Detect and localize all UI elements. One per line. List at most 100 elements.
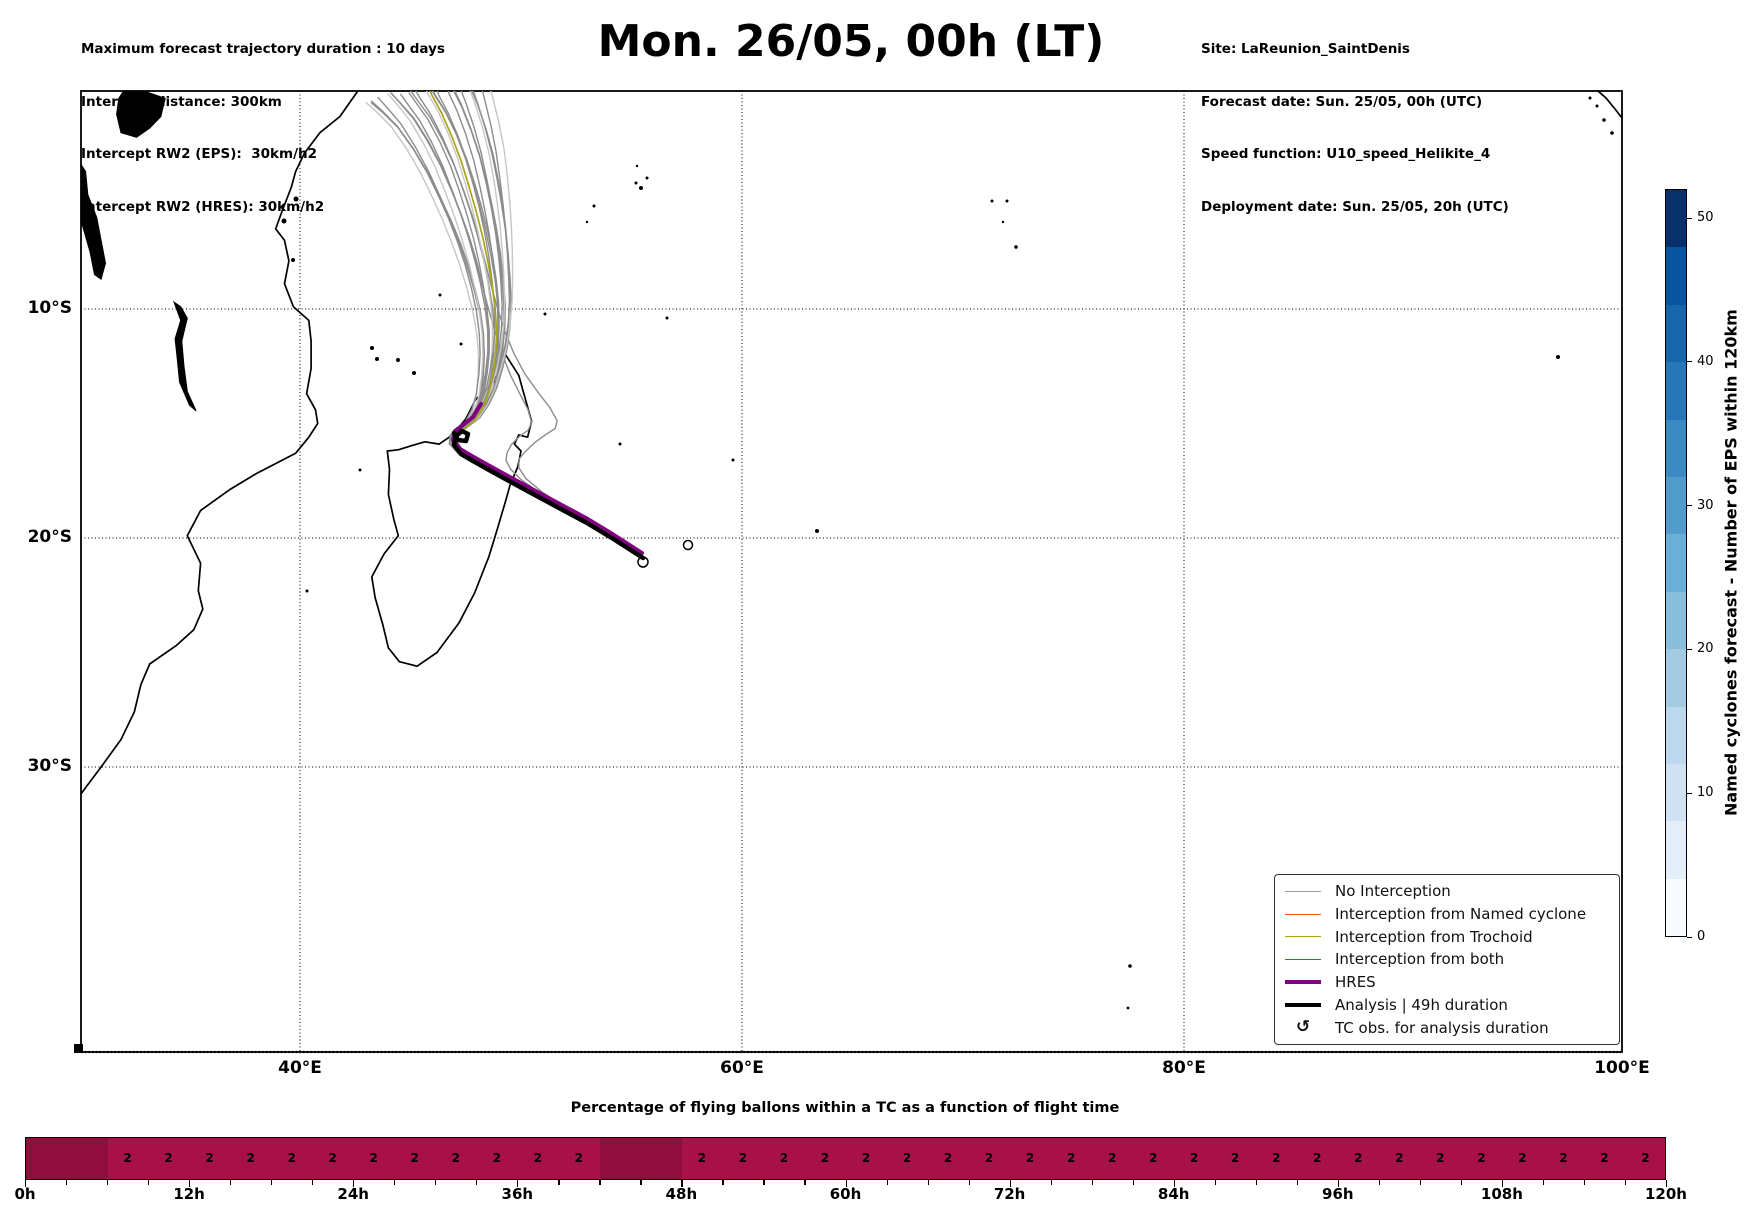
balloon-count-label: 2	[287, 1151, 296, 1165]
colorbar-step	[1666, 534, 1686, 592]
colorbar-tick	[1687, 648, 1692, 651]
time-axis-tick	[1460, 1180, 1463, 1185]
time-axis-tick	[1583, 1180, 1586, 1185]
balloon-count-label: 2	[205, 1151, 214, 1165]
balloon-count-label: 2	[369, 1151, 378, 1165]
time-axis-tick	[66, 1180, 68, 1185]
time-axis-tick	[968, 1180, 970, 1185]
time-axis-label: 36h	[501, 1185, 534, 1203]
time-axis-tick	[1624, 1180, 1627, 1185]
balloon-percentage-bar	[25, 1137, 1666, 1180]
balloon-count-label: 2	[1518, 1151, 1527, 1165]
legend-row: Interception from Trochoid	[1285, 928, 1609, 946]
legend-line-sample	[1285, 890, 1321, 892]
time-axis-tick	[189, 1180, 191, 1187]
balloon-count-label: 2	[1107, 1151, 1117, 1165]
legend-line-sample	[1285, 913, 1321, 915]
balloon-bar-dark-segment	[26, 1138, 109, 1179]
colorbar	[1665, 189, 1687, 937]
legend-line-sample	[1285, 936, 1321, 938]
time-axis-tick	[763, 1180, 765, 1185]
time-axis-label: 48h	[665, 1185, 698, 1203]
colorbar-tick-label: 20	[1697, 641, 1714, 657]
map-legend: No Interception Interception from Named …	[1274, 874, 1620, 1045]
time-axis-tick	[599, 1180, 601, 1185]
colorbar-step	[1666, 763, 1686, 822]
time-axis-tick	[1009, 1180, 1011, 1187]
hres-track	[451, 402, 644, 555]
time-axis-label: 12h	[173, 1185, 205, 1203]
time-axis-label: 108h	[1480, 1185, 1523, 1203]
legend-line-swatch	[1285, 936, 1321, 938]
legend-row: Interception from Named cyclone	[1285, 905, 1609, 923]
header-right-line: Forecast date: Sun. 25/05, 00h (UTC)	[1201, 93, 1483, 110]
time-axis-label: 120h	[1645, 1185, 1687, 1203]
balloon-count-label: 2	[1641, 1151, 1650, 1165]
x-axis-tick-label: 80°E	[1162, 1058, 1206, 1078]
time-axis-label: 96h	[1322, 1185, 1354, 1203]
y-axis-tick-label: 10°S	[27, 298, 72, 318]
time-axis-tick	[25, 1180, 27, 1187]
legend-line-swatch	[1285, 890, 1321, 892]
balloon-count-label: 2	[1231, 1151, 1240, 1165]
time-axis-tick	[1419, 1180, 1422, 1185]
time-axis-label: 60h	[829, 1185, 862, 1203]
time-axis-tick	[722, 1180, 724, 1185]
time-axis-label: 0h	[14, 1185, 36, 1203]
legend-row: Analysis | 49h duration	[1285, 996, 1609, 1014]
balloon-count-label: 2	[738, 1151, 748, 1165]
time-axis-tick	[886, 1180, 888, 1185]
eps-trajectories	[365, 91, 646, 561]
time-axis-tick	[1091, 1180, 1093, 1185]
balloon-count-label: 2	[1395, 1151, 1404, 1165]
colorbar-step	[1666, 706, 1686, 764]
time-axis-tick	[1542, 1180, 1545, 1185]
time-axis-tick	[1666, 1180, 1668, 1187]
colorbar-tick	[1687, 936, 1692, 938]
time-axis-tick	[804, 1180, 806, 1185]
header-left-line: Intercept RW2 (HRES): 30km/h2	[81, 198, 325, 215]
colorbar-tick-label: 40	[1697, 353, 1714, 369]
time-axis-label: 72h	[993, 1185, 1026, 1203]
time-axis-tick	[681, 1180, 683, 1187]
colorbar-step	[1666, 476, 1686, 535]
balloon-count-label: 2	[574, 1151, 584, 1165]
balloon-count-label: 2	[123, 1151, 132, 1165]
balloon-count-label: 2	[1559, 1151, 1568, 1165]
header-right-block: Site: LaReunion_SaintDenis Forecast date…	[1201, 6, 1509, 251]
legend-line-swatch	[1285, 958, 1321, 960]
colorbar-tick-label: 30	[1697, 497, 1714, 513]
time-axis-tick	[1214, 1180, 1216, 1185]
time-axis-tick	[312, 1180, 314, 1185]
balloon-count-label: 2	[1066, 1151, 1076, 1165]
legend-label: TC obs. for analysis duration	[1335, 1018, 1549, 1037]
time-axis-tick	[271, 1180, 273, 1185]
balloon-count-label: 2	[697, 1151, 707, 1165]
page-title: Mon. 26/05, 00h (LT)	[597, 16, 1105, 67]
colorbar-step	[1666, 821, 1686, 879]
balloon-count-label: 2	[164, 1151, 173, 1165]
colorbar-tick	[1687, 217, 1692, 219]
header-right-line: Speed function: U10_speed_Helikite_4	[1201, 146, 1491, 162]
balloon-count-label: 2	[984, 1151, 994, 1165]
balloon-count-label: 2	[861, 1151, 871, 1165]
time-axis-tick	[1255, 1180, 1257, 1185]
time-axis-tick	[845, 1180, 847, 1187]
time-axis-tick	[230, 1180, 232, 1185]
legend-label: Interception from Trochoid	[1335, 927, 1533, 946]
header-right-line: Deployment date: Sun. 25/05, 20h (UTC)	[1201, 198, 1509, 215]
legend-row: HRES	[1285, 973, 1609, 991]
legend-line-swatch	[1285, 913, 1321, 915]
legend-label: No Interception	[1335, 882, 1451, 901]
time-axis-tick	[558, 1180, 560, 1185]
legend-line-sample	[1285, 958, 1321, 960]
balloon-count-label: 2	[1149, 1151, 1158, 1165]
balloon-count-label: 2	[533, 1151, 542, 1165]
balloon-count-label: 2	[1025, 1151, 1035, 1165]
balloon-count-label: 2	[451, 1151, 460, 1165]
balloon-count-label: 2	[1600, 1151, 1609, 1165]
header-right-line: Site: LaReunion_SaintDenis	[1201, 41, 1410, 57]
legend-line-sample	[1285, 980, 1321, 985]
time-axis-tick	[1378, 1180, 1380, 1185]
